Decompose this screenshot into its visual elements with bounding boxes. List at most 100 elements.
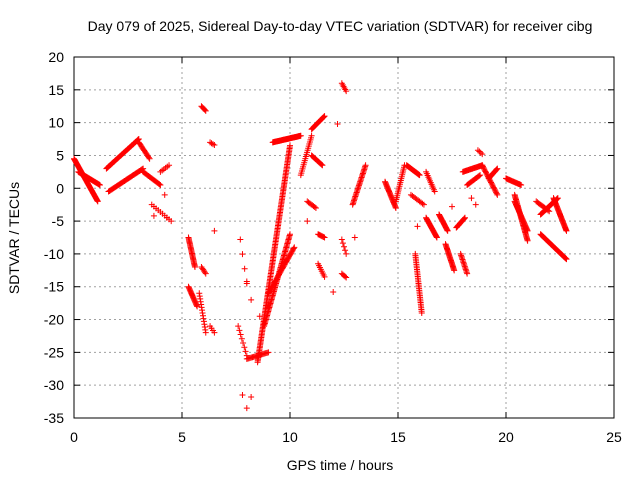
data-point — [308, 132, 315, 139]
data-point — [524, 237, 531, 244]
data-point — [524, 227, 531, 234]
data-point — [351, 234, 358, 241]
data-point — [156, 181, 163, 188]
data-point — [472, 201, 479, 208]
data-point — [341, 243, 347, 250]
data-point — [474, 147, 481, 154]
data-point — [418, 309, 425, 316]
y-tick-label: -35 — [44, 410, 64, 426]
data-point — [431, 188, 438, 195]
data-point — [312, 204, 319, 211]
data-point — [290, 245, 297, 252]
data-point — [241, 344, 248, 351]
data-point — [256, 313, 263, 320]
data-point — [163, 214, 170, 221]
y-axis-label: SDTVAR / TECUs — [6, 182, 22, 294]
y-tick-label: 5 — [56, 147, 64, 163]
data-point — [343, 274, 350, 281]
data-point — [414, 223, 421, 230]
data-point — [150, 212, 157, 219]
data-point — [265, 349, 272, 356]
data-point — [238, 335, 245, 342]
data-point — [139, 166, 146, 173]
data-point — [461, 215, 468, 222]
data-point — [494, 165, 501, 172]
data-point — [304, 218, 311, 225]
data-point — [562, 255, 569, 262]
data-point — [479, 151, 486, 158]
data-point — [493, 166, 500, 173]
x-tick-label: 25 — [606, 429, 622, 445]
data-point — [202, 329, 209, 336]
axis-ticks — [73, 56, 615, 419]
data-point — [242, 348, 249, 355]
data-point — [96, 181, 103, 188]
data-point — [243, 405, 250, 412]
y-tick-label: -10 — [44, 246, 64, 262]
data-point — [476, 172, 483, 179]
data-point — [319, 162, 326, 169]
data-point — [342, 247, 349, 254]
data-point — [321, 234, 328, 241]
data-point — [239, 251, 246, 258]
data-point — [241, 265, 248, 272]
data-point — [194, 303, 201, 310]
data-point — [476, 148, 483, 155]
data-point — [343, 88, 350, 95]
data-point — [451, 267, 458, 274]
data-point — [311, 204, 318, 211]
data-point — [201, 269, 208, 276]
data-point — [321, 113, 328, 120]
data-point — [461, 214, 468, 221]
data-point — [166, 162, 173, 169]
data-point — [392, 204, 399, 211]
data-point — [287, 231, 293, 238]
data-point — [240, 339, 247, 346]
data-point — [468, 195, 475, 202]
plot-area-border — [73, 56, 615, 419]
data-point — [493, 190, 500, 197]
data-point — [211, 329, 218, 336]
y-tick-label: 20 — [48, 49, 64, 65]
x-tick-label: 20 — [498, 429, 514, 445]
data-point — [161, 191, 168, 198]
data-point — [191, 264, 198, 271]
data-point — [419, 200, 426, 207]
data-point — [433, 234, 440, 241]
data-point — [248, 296, 255, 303]
data-point — [477, 172, 484, 179]
data-point — [362, 162, 369, 169]
data-point — [297, 132, 304, 139]
y-tick-label: -15 — [44, 279, 64, 295]
x-tick-label: 0 — [70, 429, 78, 445]
data-point — [493, 166, 500, 173]
data-point — [320, 113, 327, 120]
data-points — [71, 80, 570, 412]
data-point — [449, 203, 455, 210]
data-point — [318, 161, 325, 168]
data-point — [343, 250, 350, 257]
data-point — [464, 270, 471, 277]
data-point — [477, 149, 484, 156]
data-point — [237, 331, 244, 338]
data-point — [494, 191, 501, 198]
x-tick-label: 10 — [282, 429, 298, 445]
data-point — [330, 288, 337, 295]
data-point — [236, 327, 243, 334]
data-point — [444, 227, 451, 234]
data-point — [211, 227, 218, 234]
data-point — [416, 172, 423, 179]
data-point — [94, 198, 101, 205]
data-point — [420, 201, 427, 208]
data-point — [562, 255, 569, 262]
y-tick-label: 0 — [56, 180, 64, 196]
data-point — [248, 393, 255, 400]
data-point — [563, 256, 570, 263]
y-tick-label: -20 — [44, 312, 64, 328]
data-point — [211, 141, 218, 148]
data-point — [287, 142, 293, 149]
x-tick-label: 15 — [390, 429, 406, 445]
x-axis-label: GPS time / hours — [287, 457, 394, 473]
y-tick-label: -30 — [44, 377, 64, 393]
data-point — [546, 208, 553, 215]
